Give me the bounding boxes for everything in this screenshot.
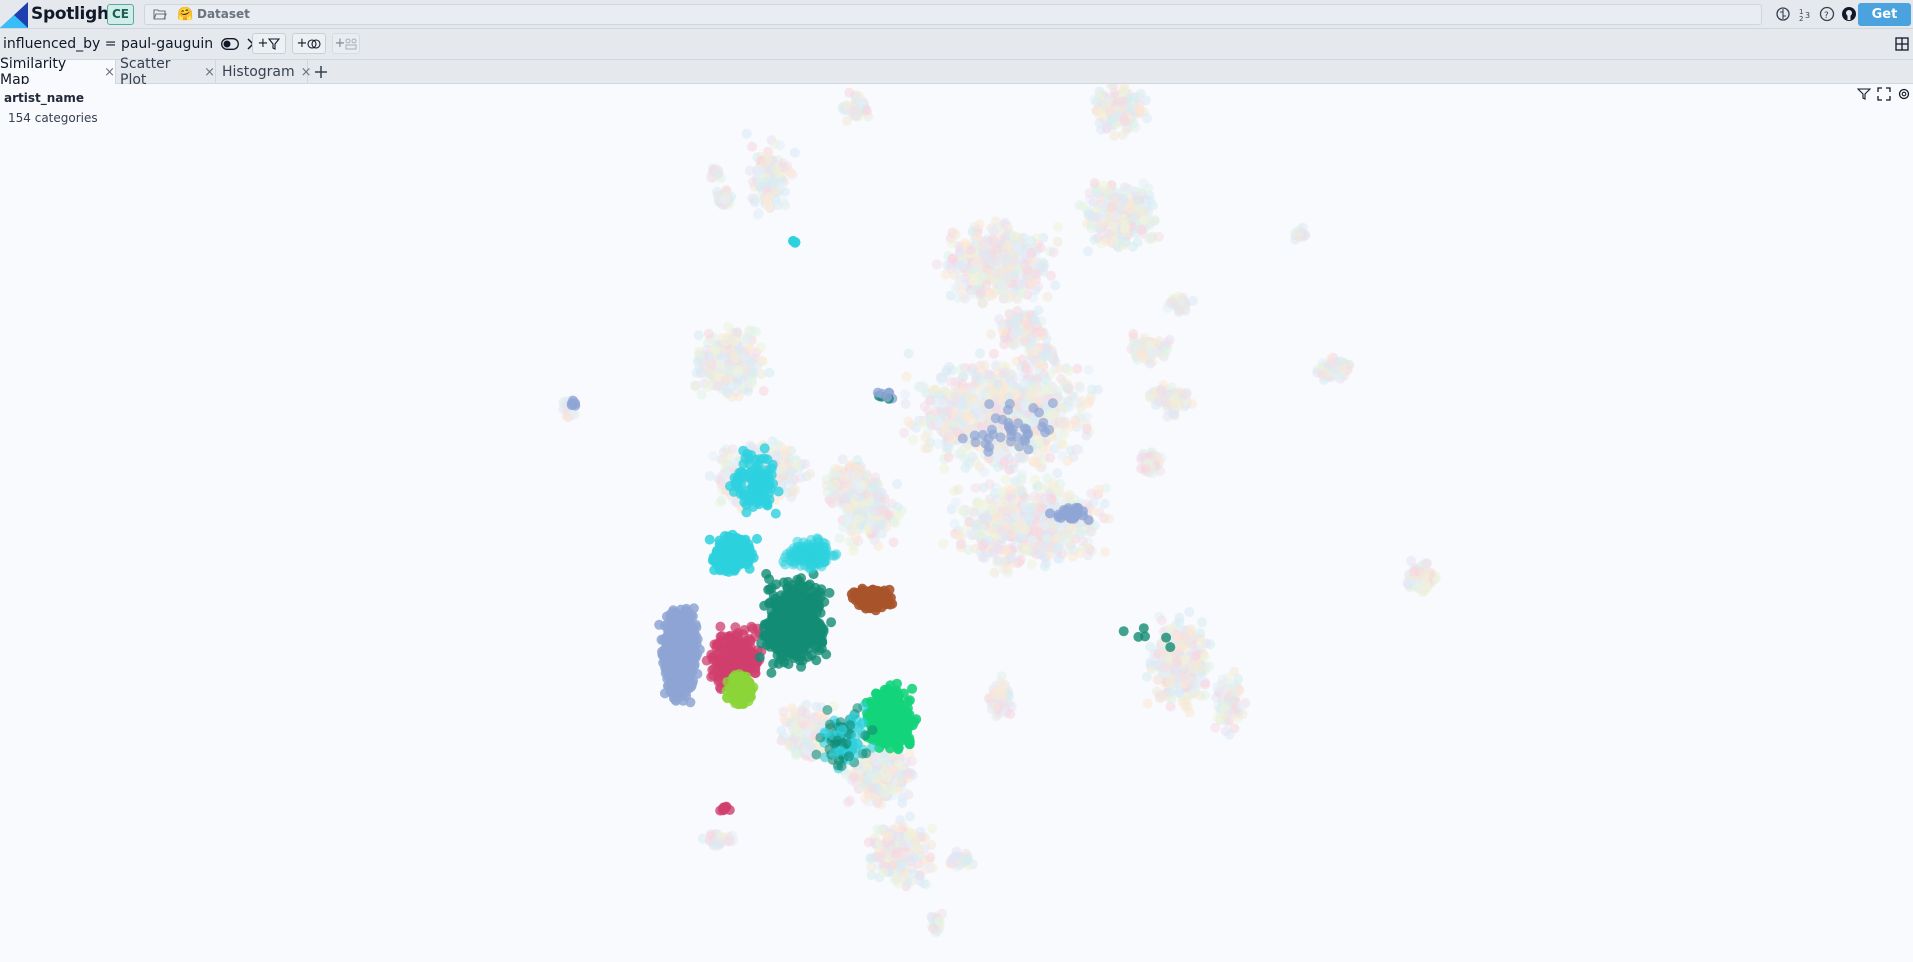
highlight-cluster (846, 583, 898, 616)
highlight-cluster (701, 621, 767, 698)
edition-badge: CE (107, 4, 134, 25)
background-cluster (706, 163, 726, 184)
background-cluster (838, 731, 918, 810)
github-icon[interactable] (1841, 6, 1857, 22)
add-similarity-filter-button[interactable]: + (292, 33, 326, 54)
background-cluster (1141, 607, 1216, 718)
settings-gear-icon[interactable] (1897, 87, 1911, 101)
add-tag-plus: + (334, 36, 346, 51)
close-tab-icon[interactable]: × (300, 64, 312, 80)
highlight-cluster (704, 529, 762, 577)
close-tab-icon[interactable]: × (104, 64, 115, 80)
background-cluster (1024, 339, 1060, 371)
highlight-cluster (566, 395, 581, 411)
add-filter-plus: + (257, 36, 269, 51)
add-tag-filter-button[interactable]: + (332, 33, 360, 54)
background-cluster (690, 321, 775, 402)
similarity-icon (307, 38, 322, 49)
highlight-cluster (1045, 502, 1094, 526)
top-bar: Spotlight CE 🤗 Dataset 1 2 3 ? Get PRO (0, 0, 1913, 45)
similarity-map-canvas[interactable] (0, 84, 1913, 962)
filter-bar: influenced_by = paul-gauguin + + + (0, 29, 1913, 60)
background-cluster (938, 473, 1114, 578)
close-tab-icon[interactable]: × (204, 64, 215, 80)
background-cluster (1312, 352, 1355, 385)
svg-text:2: 2 (1799, 15, 1803, 22)
highlight-cluster (715, 801, 735, 816)
highlight-cluster (1118, 623, 1176, 653)
add-tab-icon[interactable] (312, 63, 330, 81)
fit-view-icon[interactable] (1877, 87, 1891, 101)
background-cluster (712, 185, 737, 210)
add-filter-button[interactable]: + (252, 33, 286, 54)
help-icon[interactable]: ? (1819, 6, 1835, 22)
background-cluster (1402, 555, 1441, 597)
color-by-label: artist_name (4, 91, 85, 105)
highlight-cluster (811, 701, 878, 774)
background-cluster (945, 846, 978, 872)
background-cluster (984, 671, 1017, 722)
highlight-cluster (721, 669, 759, 710)
filter-toggle-icon[interactable] (221, 38, 240, 50)
background-cluster (697, 829, 739, 852)
tab-histogram[interactable]: Histogram × (216, 60, 312, 84)
highlight-cluster (754, 568, 837, 678)
background-cluster (863, 811, 938, 892)
layout-grid-icon[interactable] (1895, 37, 1909, 51)
background-cluster (741, 128, 800, 220)
tab-bar: Similarity Map × Scatter Plot × Histogra… (0, 56, 1913, 88)
filter-label: influenced_by = paul-gauguin (3, 36, 214, 52)
background-cluster (1136, 447, 1167, 478)
background-cluster (1089, 84, 1152, 141)
highlight-cluster (788, 236, 801, 248)
background-cluster (986, 305, 1053, 353)
folder-open-icon[interactable] (153, 8, 167, 20)
background-cluster (1074, 178, 1164, 257)
highlight-cluster (872, 387, 898, 404)
dataset-selector[interactable]: 🤗 Dataset (144, 4, 1762, 25)
background-cluster (1144, 380, 1197, 422)
background-cluster (1162, 291, 1198, 318)
spotlight-logo-icon (0, 2, 28, 28)
background-cluster (1210, 666, 1251, 740)
svg-text:1: 1 (1799, 8, 1803, 16)
highlight-cluster (778, 533, 842, 575)
background-cluster (926, 908, 947, 938)
highlight-cluster (861, 678, 922, 755)
category-count: 154 categories (8, 111, 98, 125)
map-toolbar (1857, 87, 1911, 101)
highlight-cluster (957, 398, 1058, 457)
background-cluster (1126, 329, 1175, 369)
sort-numeric-icon[interactable]: 1 2 3 (1797, 6, 1813, 22)
tab-scatter-plot[interactable]: Scatter Plot × (116, 56, 216, 88)
header-icon-group: 1 2 3 ? (1775, 6, 1857, 22)
hugging-face-icon: 🤗 (177, 7, 194, 22)
tag-filter-icon (345, 38, 357, 49)
filter-icon[interactable] (1857, 87, 1871, 101)
tab-label: Histogram (222, 64, 295, 80)
add-similarity-plus: + (296, 36, 308, 51)
highlight-cluster (725, 443, 784, 519)
active-filter[interactable]: influenced_by = paul-gauguin (0, 33, 259, 55)
highlight-cluster (654, 603, 705, 708)
tab-similarity-map[interactable]: Similarity Map × (0, 56, 116, 88)
get-pro-button[interactable]: Get PRO (1858, 3, 1911, 45)
app-name: Spotlight (31, 4, 117, 24)
similarity-map[interactable]: artist_name 154 categories (0, 84, 1913, 962)
dataset-label: Dataset (197, 7, 250, 21)
background-cluster (837, 87, 874, 126)
filter-icon (268, 37, 281, 50)
svg-text:3: 3 (1805, 11, 1810, 20)
background-cluster (931, 216, 1064, 309)
background-cluster (834, 477, 907, 557)
brain-icon[interactable] (1775, 6, 1791, 22)
svg-text:?: ? (1824, 11, 1829, 21)
background-cluster (1290, 222, 1311, 245)
